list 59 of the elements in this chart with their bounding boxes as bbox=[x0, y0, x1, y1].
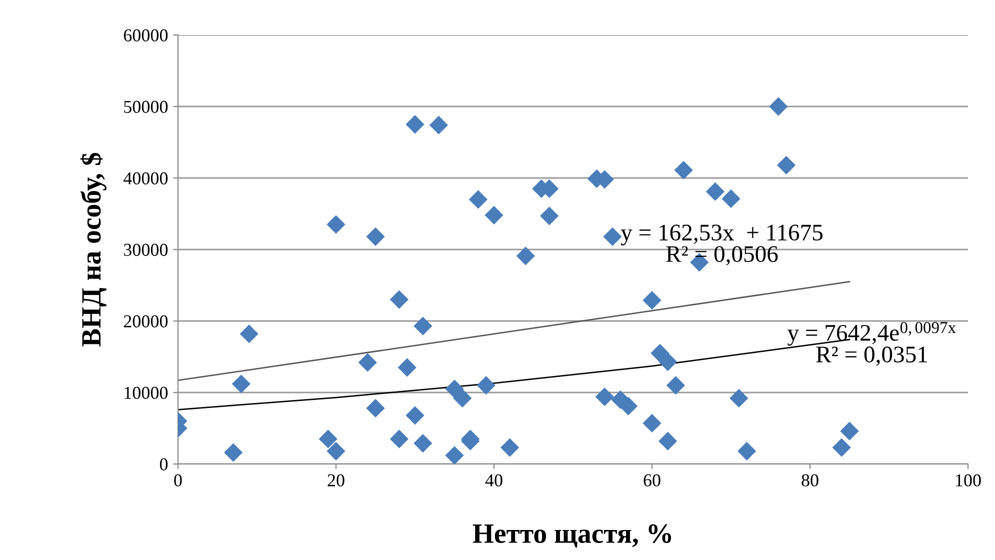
point bbox=[224, 443, 243, 462]
point bbox=[445, 380, 464, 398]
x-tick-label: 60 bbox=[644, 474, 660, 486]
point bbox=[540, 206, 559, 226]
point bbox=[674, 160, 693, 180]
point bbox=[445, 446, 464, 464]
x-tick-label: 20 bbox=[328, 474, 344, 486]
point bbox=[730, 388, 748, 408]
point bbox=[484, 206, 504, 224]
point bbox=[658, 352, 678, 372]
point bbox=[318, 430, 338, 448]
annotation: y = 7642,4e$^{0,0097x}$ R² = 0,0351 bbox=[788, 322, 956, 366]
point bbox=[406, 406, 424, 425]
point bbox=[769, 97, 788, 116]
point bbox=[398, 358, 416, 377]
point bbox=[832, 438, 851, 457]
point bbox=[358, 353, 377, 372]
point bbox=[429, 116, 448, 134]
point bbox=[722, 189, 740, 208]
point bbox=[500, 438, 520, 457]
point bbox=[595, 387, 614, 406]
point bbox=[658, 432, 678, 450]
point bbox=[232, 374, 251, 394]
annotation: y = 162,53x + 11675 R² = 0,0506 bbox=[620, 224, 822, 266]
y-tick-label: 30000 bbox=[124, 244, 168, 256]
point bbox=[476, 376, 496, 395]
x-tick-label: 80 bbox=[802, 474, 818, 486]
point bbox=[406, 115, 424, 134]
point bbox=[603, 227, 622, 246]
point bbox=[326, 215, 346, 234]
y-axis-title: ВНД на особу, $ bbox=[80, 152, 106, 346]
point bbox=[666, 376, 686, 395]
point bbox=[240, 324, 258, 344]
y-tick-label: 10000 bbox=[124, 386, 168, 399]
y-tick-label: 60000 bbox=[124, 29, 168, 42]
x-tick-label: 40 bbox=[485, 474, 502, 486]
y-tick-label: 50000 bbox=[124, 100, 168, 113]
point bbox=[366, 398, 385, 418]
point bbox=[390, 290, 409, 309]
point bbox=[468, 190, 488, 209]
point bbox=[516, 246, 535, 266]
point bbox=[453, 388, 472, 408]
point bbox=[414, 434, 432, 453]
point bbox=[642, 414, 662, 433]
y-tick-label: 0 bbox=[160, 458, 168, 470]
y-tick-label: 40000 bbox=[123, 172, 168, 184]
y-tick-label: 20000 bbox=[124, 315, 168, 328]
point bbox=[390, 430, 409, 448]
x-tick-label: 100 bbox=[956, 474, 981, 486]
x-tick-label: 0 bbox=[174, 474, 182, 486]
point bbox=[840, 422, 859, 440]
x-axis-title: Нетто щастя, % bbox=[472, 524, 672, 548]
point bbox=[737, 442, 756, 460]
point bbox=[706, 182, 725, 201]
point bbox=[326, 442, 346, 460]
point bbox=[414, 316, 432, 336]
point bbox=[642, 290, 662, 310]
point bbox=[366, 227, 385, 246]
point bbox=[776, 156, 796, 174]
